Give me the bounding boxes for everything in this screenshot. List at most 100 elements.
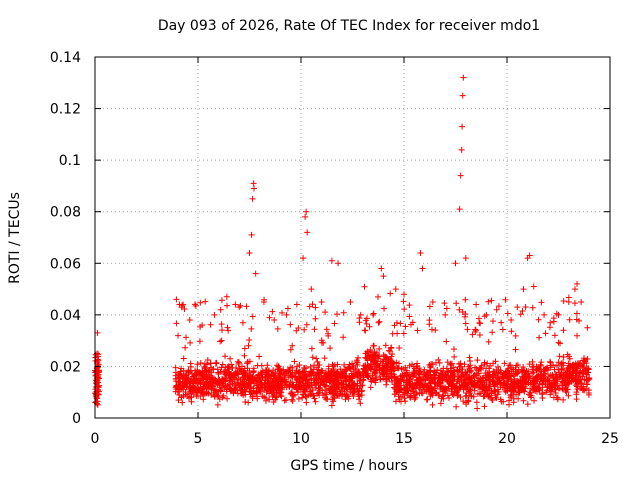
data-point [248, 325, 255, 332]
data-point [336, 393, 343, 400]
data-point [186, 317, 193, 324]
data-point [385, 347, 392, 354]
data-point [574, 386, 581, 393]
data-point [320, 339, 327, 346]
x-tick-label: 25 [601, 431, 619, 447]
data-point [354, 361, 361, 368]
data-point [546, 380, 553, 387]
data-point [491, 388, 498, 395]
data-point [239, 319, 246, 326]
data-point [411, 396, 418, 403]
grid-lines [95, 57, 610, 418]
data-point [376, 373, 383, 380]
data-point [243, 303, 250, 310]
y-tick-label: 0.08 [50, 205, 81, 221]
x-tick-label: 5 [194, 431, 203, 447]
data-point [464, 326, 471, 333]
data-point [403, 386, 410, 393]
data-point [512, 366, 519, 373]
data-point [250, 368, 257, 375]
data-point [308, 286, 315, 293]
data-point [489, 396, 496, 403]
data-point [254, 362, 261, 369]
data-point [341, 372, 348, 379]
data-point [377, 358, 384, 365]
data-point [194, 367, 201, 374]
data-point [200, 396, 207, 403]
data-point [299, 394, 306, 401]
data-point [477, 390, 484, 397]
data-point [323, 391, 330, 398]
data-point [310, 392, 317, 399]
data-point [176, 301, 183, 308]
data-point [373, 360, 380, 367]
data-point [325, 365, 332, 372]
data-point [361, 327, 368, 334]
data-point [192, 302, 199, 309]
data-point [206, 367, 213, 374]
data-point [404, 379, 411, 386]
data-point [201, 360, 208, 367]
data-point [560, 327, 567, 334]
data-point [517, 377, 524, 384]
data-point [313, 355, 320, 362]
data-point [324, 375, 330, 382]
data-point [494, 363, 501, 370]
data-point [484, 360, 491, 367]
data-point [451, 368, 458, 375]
data-point [446, 394, 453, 401]
data-point [383, 378, 390, 385]
data-point [512, 346, 519, 353]
data-point [417, 249, 424, 256]
data-point [336, 388, 343, 395]
data-point [180, 392, 187, 399]
data-point [347, 298, 354, 305]
data-point [575, 378, 582, 385]
data-point [382, 342, 389, 349]
data-point [370, 375, 377, 382]
data-point [495, 370, 502, 377]
data-point [344, 393, 351, 400]
data-point [578, 385, 585, 392]
data-point [443, 338, 450, 345]
data-point [429, 389, 436, 396]
data-point [217, 338, 224, 345]
data-point [255, 372, 262, 379]
data-point [520, 363, 527, 370]
data-point [554, 396, 561, 403]
data-point [213, 360, 220, 367]
data-point [346, 365, 353, 372]
data-point [175, 332, 182, 339]
data-point [420, 383, 427, 390]
data-point [209, 383, 216, 390]
data-point [429, 401, 436, 408]
data-point [490, 318, 497, 325]
data-point [356, 315, 363, 322]
data-point [472, 326, 479, 333]
data-point [492, 394, 499, 401]
data-point [293, 327, 300, 334]
data-point [517, 382, 524, 389]
data-point [553, 362, 560, 369]
data-point [262, 395, 269, 402]
data-point [279, 376, 286, 383]
data-point [283, 396, 290, 403]
data-point [274, 325, 281, 332]
data-point [225, 327, 232, 334]
data-point [483, 387, 490, 394]
data-point [93, 384, 100, 391]
data-point [360, 374, 367, 381]
data-point [445, 383, 452, 390]
data-point [563, 380, 570, 387]
data-point [372, 379, 379, 386]
data-point [461, 313, 468, 320]
data-point [456, 306, 463, 313]
data-point [357, 377, 364, 384]
data-point [276, 366, 283, 373]
data-point [530, 380, 537, 387]
data-point [410, 386, 417, 393]
data-point [422, 372, 429, 379]
data-point [265, 377, 272, 384]
data-point [300, 382, 307, 389]
data-point [573, 389, 580, 396]
